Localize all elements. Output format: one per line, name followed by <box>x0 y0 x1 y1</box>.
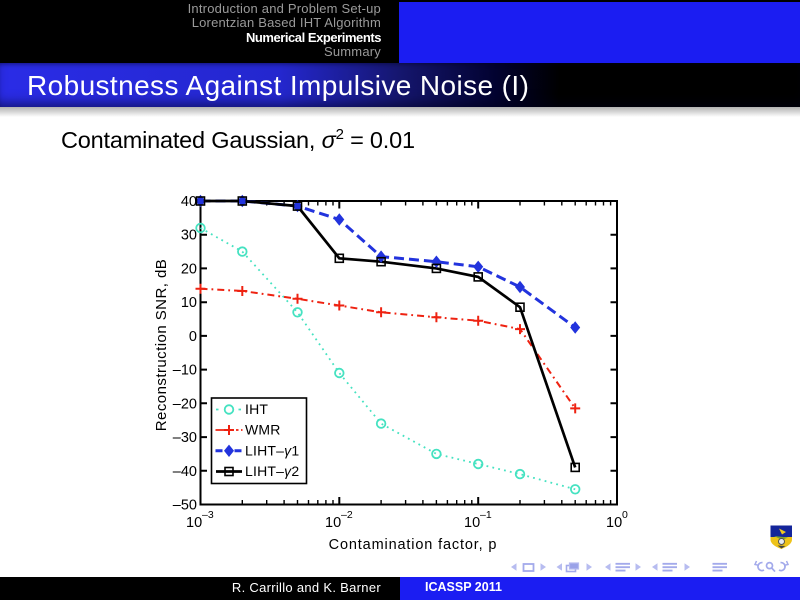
svg-text:30: 30 <box>181 228 197 244</box>
svg-text:Reconstruction SNR, dB: Reconstruction SNR, dB <box>153 259 170 431</box>
svg-text:–3: –3 <box>202 509 214 521</box>
svg-text:40: 40 <box>181 194 197 210</box>
svg-text:20: 20 <box>181 261 197 277</box>
svg-text:10: 10 <box>464 515 480 531</box>
svg-text:–40: –40 <box>173 464 197 480</box>
svg-text:Contamination factor, p: Contamination factor, p <box>329 537 498 553</box>
svg-text:–10: –10 <box>173 363 197 379</box>
svg-text:0: 0 <box>622 509 628 521</box>
svg-text:WMR: WMR <box>245 422 281 438</box>
svg-text:–1: –1 <box>480 509 492 521</box>
svg-text:–50: –50 <box>173 498 197 514</box>
svg-text:LIHT–γ1: LIHT–γ1 <box>245 443 299 459</box>
svg-text:–2: –2 <box>341 509 353 521</box>
svg-text:10: 10 <box>186 515 202 531</box>
svg-text:10: 10 <box>325 515 341 531</box>
svg-text:10: 10 <box>606 515 622 531</box>
svg-text:LIHT–γ2: LIHT–γ2 <box>245 463 299 479</box>
svg-text:10: 10 <box>181 295 197 311</box>
svg-text:0: 0 <box>189 329 197 345</box>
svg-text:IHT: IHT <box>245 401 268 417</box>
svg-text:–30: –30 <box>173 430 197 446</box>
svg-text:–20: –20 <box>173 396 197 412</box>
